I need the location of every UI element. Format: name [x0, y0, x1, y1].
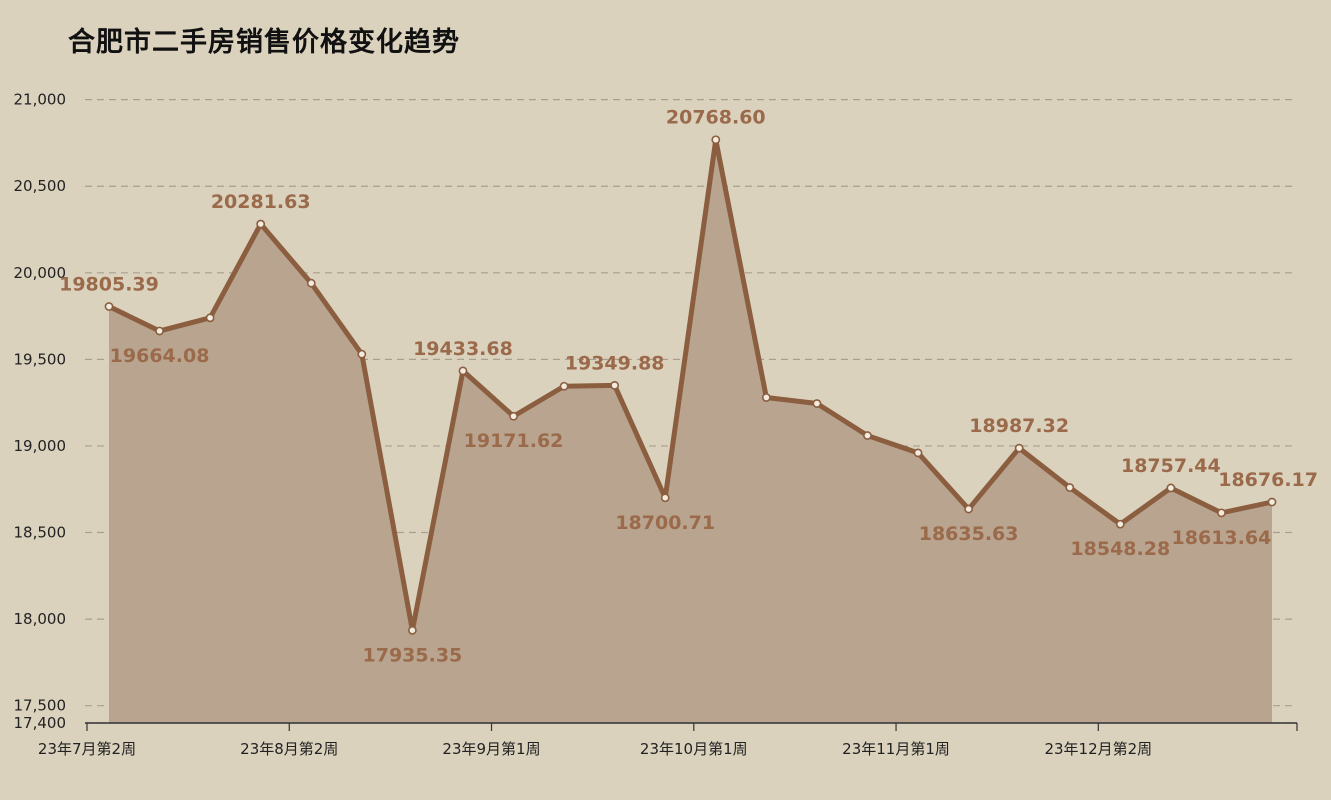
- data-point: [104, 302, 114, 311]
- data-label: 20768.60: [666, 107, 766, 129]
- data-label: 19349.88: [565, 352, 665, 374]
- data-point: [761, 393, 771, 402]
- data-point: [1166, 483, 1176, 493]
- data-label: 18987.32: [969, 415, 1069, 437]
- data-point: [711, 135, 721, 145]
- y-tick-label: 17,400: [14, 714, 67, 732]
- data-point: [1065, 483, 1075, 492]
- x-tick-label: 23年8月第2周: [240, 740, 338, 758]
- x-tick-label: 23年9月第1周: [442, 740, 540, 758]
- data-label: 19664.08: [110, 345, 210, 367]
- data-label: 18700.71: [615, 512, 715, 534]
- y-tick-label: 20,500: [14, 177, 67, 195]
- data-point: [306, 278, 316, 288]
- data-point: [913, 448, 923, 458]
- data-label: 19433.68: [413, 338, 513, 360]
- data-point: [155, 326, 164, 336]
- data-label: 20281.63: [211, 191, 311, 213]
- data-point: [509, 411, 518, 421]
- x-tick-label: 23年12月第2周: [1044, 740, 1152, 758]
- data-point: [205, 313, 215, 323]
- data-label: 18635.63: [919, 523, 1019, 545]
- data-point: [1267, 497, 1277, 507]
- data-label: 18548.28: [1070, 538, 1170, 560]
- data-label: 18676.17: [1218, 469, 1318, 491]
- y-tick-label: 21,000: [14, 91, 67, 109]
- y-tick-label: 20,000: [14, 264, 67, 282]
- data-point: [1014, 443, 1024, 453]
- data-point: [964, 504, 974, 514]
- x-tick-label: 23年10月第1周: [640, 740, 748, 758]
- data-point: [458, 366, 468, 376]
- chart-title: 合肥市二手房销售价格变化趋势: [68, 27, 460, 58]
- data-point: [1217, 508, 1226, 518]
- data-point: [812, 399, 822, 408]
- data-label: 19171.62: [464, 430, 564, 452]
- y-tick-label: 18,500: [14, 524, 67, 542]
- data-point: [610, 380, 620, 390]
- y-tick-label: 19,500: [14, 350, 67, 368]
- data-point: [863, 431, 872, 440]
- x-tick-label: 23年11月第1周: [842, 740, 950, 758]
- area-fill: [109, 139, 1272, 723]
- data-label: 17935.35: [363, 644, 463, 666]
- data-point: [357, 349, 367, 359]
- data-label: 18757.44: [1121, 455, 1221, 477]
- data-point: [256, 219, 266, 229]
- y-tick-label: 18,000: [14, 610, 67, 628]
- series-line: [106, 137, 1275, 633]
- y-tick-label: 19,000: [14, 437, 67, 455]
- data-point: [407, 625, 417, 635]
- data-point: [1115, 519, 1125, 529]
- x-tick-label: 23年7月第2周: [38, 740, 136, 758]
- data-label: 18613.64: [1172, 527, 1272, 549]
- y-tick-label: 17,500: [14, 697, 67, 715]
- data-point: [660, 493, 670, 503]
- data-point: [559, 381, 569, 391]
- data-label: 19805.39: [59, 274, 159, 296]
